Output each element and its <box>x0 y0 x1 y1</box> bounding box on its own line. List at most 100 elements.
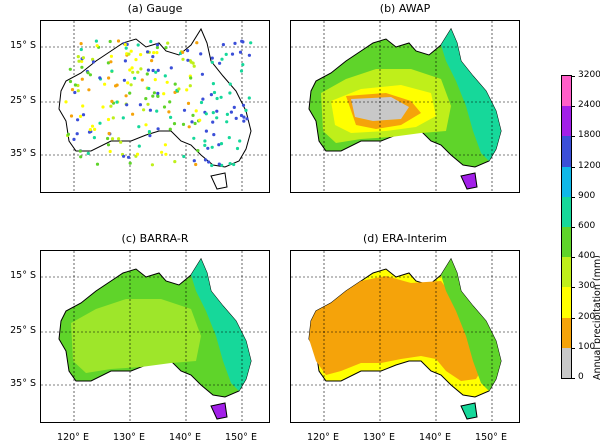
gauge-station-point <box>220 163 224 167</box>
gauge-station-point <box>88 128 92 132</box>
gauge-station-point <box>155 45 159 50</box>
colorbar-tick-mark <box>572 347 575 349</box>
gauge-station-point <box>207 160 211 164</box>
colorbar-segment <box>562 347 571 378</box>
gauge-station-point <box>122 154 126 158</box>
gauge-station-point <box>68 67 72 71</box>
gauge-station-point <box>209 93 213 97</box>
gauge-station-point <box>81 104 85 108</box>
gauge-station-point <box>169 115 173 119</box>
colorbar-segment <box>562 106 571 137</box>
gauge-station-point <box>144 97 148 101</box>
gauge-station-point <box>220 57 224 61</box>
gauge-station-point <box>108 39 112 44</box>
gauge-station-point <box>151 68 155 73</box>
colorbar-tick-label: 1200 <box>578 160 600 171</box>
gauge-station-point <box>87 88 91 92</box>
gauge-station-point <box>188 84 192 88</box>
gauge-station-point <box>189 76 193 80</box>
gauge-station-point <box>168 127 172 131</box>
gauge-station-point <box>101 105 105 109</box>
gauge-station-point <box>90 124 95 128</box>
lon-tick-c-140e: 140° E <box>169 432 201 443</box>
gauge-station-point <box>115 83 119 87</box>
gauge-station-point <box>162 92 166 96</box>
colorbar-tick-mark <box>572 257 575 259</box>
gauge-station-point <box>235 146 240 151</box>
gauge-station-point <box>239 69 244 73</box>
gauge-station-point <box>131 112 135 116</box>
gauge-station-point <box>123 59 127 63</box>
lat-tick-a-25s: 25° S <box>10 95 36 106</box>
gauge-station-point <box>211 111 215 115</box>
lon-tick-d-150e: 150° E <box>475 432 507 443</box>
gauge-station-point <box>135 152 140 156</box>
gauge-station-point <box>129 83 133 87</box>
gauge-station-point <box>117 137 121 141</box>
gauge-station-point <box>110 69 114 73</box>
gauge-station-point <box>167 110 171 114</box>
gauge-station-point <box>165 80 169 84</box>
gauge-station-point <box>95 162 100 166</box>
gauge-station-point <box>151 94 155 98</box>
gauge-stations <box>64 39 253 168</box>
gauge-station-point <box>88 73 92 77</box>
colorbar-tick-mark <box>572 76 575 77</box>
gauge-station-point <box>137 125 141 129</box>
gauge-station-point <box>193 121 197 126</box>
gauge-station-point <box>164 46 168 50</box>
gauge-station-point <box>156 127 160 131</box>
gauge-station-point <box>128 161 132 165</box>
gauge-station-point <box>241 103 246 107</box>
gauge-station-point <box>162 105 167 109</box>
gauge-station-point <box>79 155 83 159</box>
gauge-station-point <box>78 114 83 118</box>
map-awap-svg <box>291 21 519 192</box>
gauge-station-point <box>173 160 177 164</box>
gauge-station-point <box>98 121 102 125</box>
gauge-station-point <box>218 61 222 65</box>
gauge-station-point <box>128 91 132 95</box>
gauge-station-point <box>199 52 203 56</box>
gauge-station-point <box>155 109 159 113</box>
gauge-station-point <box>247 53 251 57</box>
gauge-station-point <box>212 133 216 137</box>
colorbar-tick-mark <box>572 106 575 108</box>
gauge-station-point <box>76 55 80 59</box>
gauge-station-point <box>163 143 167 147</box>
gauge-station-point <box>211 120 215 124</box>
colorbar-tick-label: 1800 <box>578 130 600 141</box>
gauge-station-point <box>173 90 177 94</box>
gauge-station-point <box>78 149 82 153</box>
colorbar-tick-mark <box>572 166 575 168</box>
colorbar-tick-mark <box>572 136 575 138</box>
gauge-station-point <box>80 65 84 69</box>
gauge-station-point <box>79 47 83 52</box>
colorbar-tick-label: 600 <box>578 221 596 231</box>
gauge-station-point <box>98 76 102 80</box>
lon-tick-d-140e: 140° E <box>419 432 451 443</box>
map-gauge-svg <box>41 21 269 192</box>
gauge-station-point <box>149 39 153 44</box>
map-awap <box>290 20 520 193</box>
gauge-station-point <box>110 99 114 103</box>
gauge-station-point <box>92 136 96 140</box>
gauge-station-point <box>119 140 123 144</box>
gauge-station-point <box>186 49 190 53</box>
gauge-station-point <box>203 139 207 143</box>
gauge-station-point <box>137 144 141 148</box>
gauge-station-point <box>155 43 160 47</box>
gauge-station-point <box>194 162 198 167</box>
gauge-station-point <box>95 44 99 48</box>
gauge-station-point <box>229 110 233 114</box>
colorbar-segment <box>562 227 571 258</box>
gauge-station-point <box>232 162 236 167</box>
gauge-station-point <box>190 120 194 124</box>
gauge-station-point <box>219 95 223 99</box>
gauge-station-point <box>163 74 167 78</box>
panel-title-a: (a) Gauge <box>127 2 183 15</box>
map-gauge <box>40 20 270 193</box>
gauge-station-point <box>154 70 158 74</box>
gauge-station-point <box>198 118 202 122</box>
gauge-station-point <box>242 115 246 119</box>
